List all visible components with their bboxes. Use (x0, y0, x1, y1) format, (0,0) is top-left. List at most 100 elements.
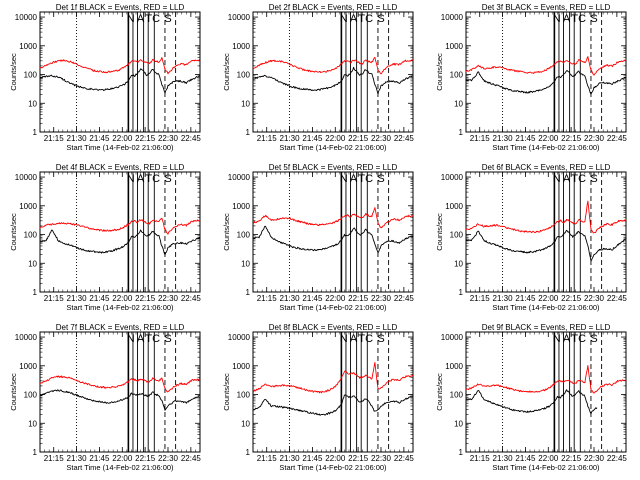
x-tick-label: 22:30 (371, 454, 392, 463)
y-axis-label: Counts/sec (9, 373, 18, 411)
y-tick-label: 100 (237, 71, 251, 80)
x-tick-label: 21:30 (280, 294, 301, 303)
x-tick-label: 21:15 (44, 454, 65, 463)
x-tick-label: 21:45 (515, 454, 536, 463)
x-tick-label: 21:45 (302, 454, 323, 463)
marker-label: S (590, 173, 597, 185)
marker-label: S (377, 173, 384, 185)
x-tick-label: 21:30 (67, 294, 88, 303)
y-tick-label: 1000 (445, 362, 463, 371)
y-tick-label: 1 (33, 448, 38, 457)
marker-label: TC (145, 13, 160, 25)
y-tick-label: 10 (454, 419, 463, 428)
x-axis-label: Start Time (14-Feb-02 21:06:00) (66, 143, 174, 152)
y-tick-label: 10000 (228, 173, 251, 182)
y-tick-label: 10 (28, 259, 37, 268)
y-tick-label: 1 (33, 128, 38, 137)
y-tick-label: 10 (241, 419, 250, 428)
marker-label: N (340, 173, 348, 185)
marker-label: TC (571, 333, 586, 345)
panel-title: Det 9f BLACK = Events, RED = LLD (482, 323, 611, 332)
marker-label: A (137, 13, 145, 25)
marker-label: S (590, 13, 597, 25)
panel-title: Det 7f BLACK = Events, RED = LLD (56, 323, 185, 332)
plot-frame (465, 171, 627, 293)
y-tick-label: 1000 (19, 202, 37, 211)
x-tick-label: 22:00 (112, 134, 133, 143)
y-tick-label: 10 (28, 99, 37, 108)
events-series-line (252, 66, 414, 95)
chart-panel-4: Det 4f BLACK = Events, RED = LLD 1 10 100 10… (9, 163, 201, 312)
marker-label: N (553, 13, 561, 25)
x-tick-label: 22:45 (394, 134, 415, 143)
marker-label: N (553, 173, 561, 185)
marker-label: A (563, 173, 571, 185)
marker-label: A (137, 173, 145, 185)
x-tick-label: 22:15 (348, 134, 369, 143)
y-tick-label: 10000 (228, 13, 251, 22)
marker-label: N (340, 333, 348, 345)
y-axis-label: Counts/sec (435, 53, 444, 91)
x-tick-label: 22:30 (158, 134, 179, 143)
plot-frame (39, 331, 201, 453)
y-axis-label: Counts/sec (435, 213, 444, 251)
marker-label: TC (358, 173, 373, 185)
x-tick-label: 21:30 (493, 134, 514, 143)
y-axis-label: Counts/sec (435, 373, 444, 411)
chart-panel-3: Det 3f BLACK = Events, RED = LLD 1 10 100 10… (435, 3, 627, 152)
chart-panel-7: Det 7f BLACK = Events, RED = LLD 1 10 100 10… (9, 323, 201, 472)
y-tick-label: 1000 (19, 362, 37, 371)
marker-label: A (563, 13, 571, 25)
y-tick-label: 100 (450, 71, 464, 80)
marker-label: A (350, 13, 358, 25)
y-tick-label: 10 (454, 259, 463, 268)
chart-panel-9: Det 9f BLACK = Events, RED = LLD 1 10 100 10… (435, 323, 627, 472)
marker-label: TC (145, 333, 160, 345)
y-tick-label: 1 (459, 128, 464, 137)
y-tick-label: 100 (24, 391, 38, 400)
x-tick-label: 22:45 (181, 134, 202, 143)
x-tick-label: 22:45 (607, 294, 628, 303)
lld-series-line (39, 375, 201, 393)
y-tick-label: 100 (237, 391, 251, 400)
x-tick-label: 22:30 (584, 294, 605, 303)
marker-label: N (340, 13, 348, 25)
lld-series-line (465, 365, 627, 394)
chart-panel-5: Det 5f BLACK = Events, RED = LLD 1 10 100 10… (222, 163, 414, 312)
marker-label: TC (571, 173, 586, 185)
y-tick-label: 100 (237, 231, 251, 240)
chart-panel-1: Det 1f BLACK = Events, RED = LLD 1 10 100 10… (9, 3, 201, 152)
x-axis-label: Start Time (14-Feb-02 21:06:00) (279, 303, 387, 312)
plot-frame (39, 11, 201, 133)
x-tick-label: 22:15 (561, 134, 582, 143)
y-tick-label: 1 (246, 448, 251, 457)
events-series-line (39, 229, 201, 256)
y-tick-label: 10000 (228, 333, 251, 342)
marker-label: TC (571, 13, 586, 25)
marker-label: S (164, 13, 171, 25)
panel-title: Det 1f BLACK = Events, RED = LLD (56, 3, 185, 12)
y-tick-label: 1 (246, 288, 251, 297)
y-tick-label: 10000 (441, 333, 464, 342)
marker-label: A (563, 333, 571, 345)
y-tick-label: 100 (450, 391, 464, 400)
panel-title: Det 6f BLACK = Events, RED = LLD (482, 163, 611, 172)
panel-title: Det 8f BLACK = Events, RED = LLD (269, 323, 398, 332)
x-tick-label: 22:00 (325, 294, 346, 303)
x-tick-label: 21:15 (470, 294, 491, 303)
x-axis-label: Start Time (14-Feb-02 21:06:00) (66, 463, 174, 472)
x-tick-label: 22:15 (348, 454, 369, 463)
y-tick-label: 1000 (232, 42, 250, 51)
x-tick-label: 21:30 (280, 134, 301, 143)
events-series-line (39, 68, 201, 94)
x-tick-label: 22:45 (394, 454, 415, 463)
chart-panel-2: Det 2f BLACK = Events, RED = LLD 1 10 100 10… (222, 3, 414, 152)
x-tick-label: 22:00 (538, 134, 559, 143)
marker-label: A (350, 333, 358, 345)
x-tick-label: 21:30 (67, 134, 88, 143)
lld-series-line (39, 57, 201, 75)
x-tick-label: 22:15 (135, 454, 156, 463)
x-tick-label: 22:00 (538, 454, 559, 463)
y-tick-label: 1000 (232, 362, 250, 371)
